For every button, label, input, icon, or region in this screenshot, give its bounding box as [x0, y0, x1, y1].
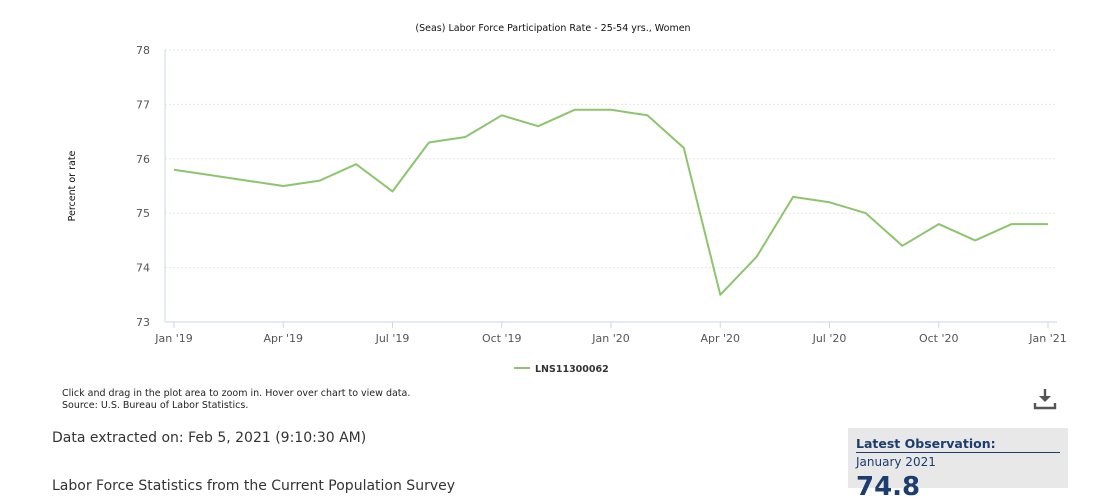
- x-tick-label: Jul '20: [812, 332, 847, 345]
- data-point[interactable]: [933, 218, 945, 230]
- legend[interactable]: LNS11300062: [514, 364, 609, 375]
- data-point[interactable]: [714, 289, 726, 301]
- data-point[interactable]: [641, 109, 653, 121]
- data-point[interactable]: [204, 169, 216, 181]
- series-layer[interactable]: [168, 104, 1054, 301]
- data-point[interactable]: [314, 175, 326, 187]
- data-point[interactable]: [860, 207, 872, 219]
- x-tick-label: Jan '21: [1028, 332, 1066, 345]
- series-line[interactable]: [173, 108, 1048, 296]
- latest-observation-title: Latest Observation:: [856, 436, 1060, 453]
- latest-observation-value: 74.8: [856, 472, 921, 502]
- data-point[interactable]: [277, 180, 289, 192]
- data-point[interactable]: [1042, 218, 1054, 230]
- data-point[interactable]: [896, 240, 908, 252]
- section-heading: Labor Force Statistics from the Current …: [52, 478, 456, 494]
- x-tick-label: Oct '20: [919, 332, 959, 345]
- y-tick-label: 74: [136, 262, 150, 275]
- x-tick-label: Apr '19: [263, 332, 303, 345]
- data-point[interactable]: [459, 131, 471, 143]
- x-tick-label: Oct '19: [482, 332, 522, 345]
- legend-label[interactable]: LNS11300062: [535, 364, 609, 375]
- data-point[interactable]: [969, 234, 981, 246]
- data-point[interactable]: [241, 175, 253, 187]
- data-point[interactable]: [423, 136, 435, 148]
- data-point[interactable]: [751, 251, 763, 263]
- data-point[interactable]: [496, 109, 508, 121]
- chart-title: (Seas) Labor Force Participation Rate - …: [415, 23, 690, 34]
- data-point[interactable]: [824, 196, 836, 208]
- data-point[interactable]: [678, 142, 690, 154]
- data-point[interactable]: [350, 158, 362, 170]
- data-point[interactable]: [532, 120, 544, 132]
- x-tick-label: Jan '20: [591, 332, 629, 345]
- y-tick-label: 73: [136, 316, 150, 329]
- x-tick-label: Jan '19: [154, 332, 192, 345]
- y-axis-label: Percent or rate: [67, 150, 78, 221]
- data-point[interactable]: [605, 104, 617, 116]
- data-point[interactable]: [1006, 218, 1018, 230]
- data-point[interactable]: [168, 164, 180, 176]
- latest-observation-date: January 2021: [856, 455, 936, 469]
- data-point[interactable]: [569, 104, 581, 116]
- y-tick-label: 76: [136, 153, 150, 166]
- y-tick-label: 77: [136, 98, 150, 111]
- download-icon[interactable]: [1032, 386, 1058, 412]
- zoom-hint: Click and drag in the plot area to zoom …: [62, 388, 411, 399]
- y-tick-label: 78: [136, 44, 150, 57]
- x-tick-label: Jul '19: [375, 332, 410, 345]
- source-note: Source: U.S. Bureau of Labor Statistics.: [62, 400, 249, 411]
- latest-observation-panel: Latest Observation: January 2021 74.8: [848, 428, 1068, 502]
- line-chart[interactable]: (Seas) Labor Force Participation Rate - …: [0, 0, 1120, 384]
- x-tick-label: Apr '20: [700, 332, 740, 345]
- y-tick-labels: 73 74 75 76 77 78: [136, 44, 150, 329]
- data-extracted-timestamp: Data extracted on: Feb 5, 2021 (9:10:30 …: [52, 430, 367, 446]
- y-tick-label: 75: [136, 207, 150, 220]
- data-point[interactable]: [387, 185, 399, 197]
- x-tick-labels: Jan '19 Apr '19 Jul '19 Oct '19 Jan '20 Apr '…: [154, 322, 1067, 345]
- data-point[interactable]: [787, 191, 799, 203]
- gridlines: [165, 49, 1057, 269]
